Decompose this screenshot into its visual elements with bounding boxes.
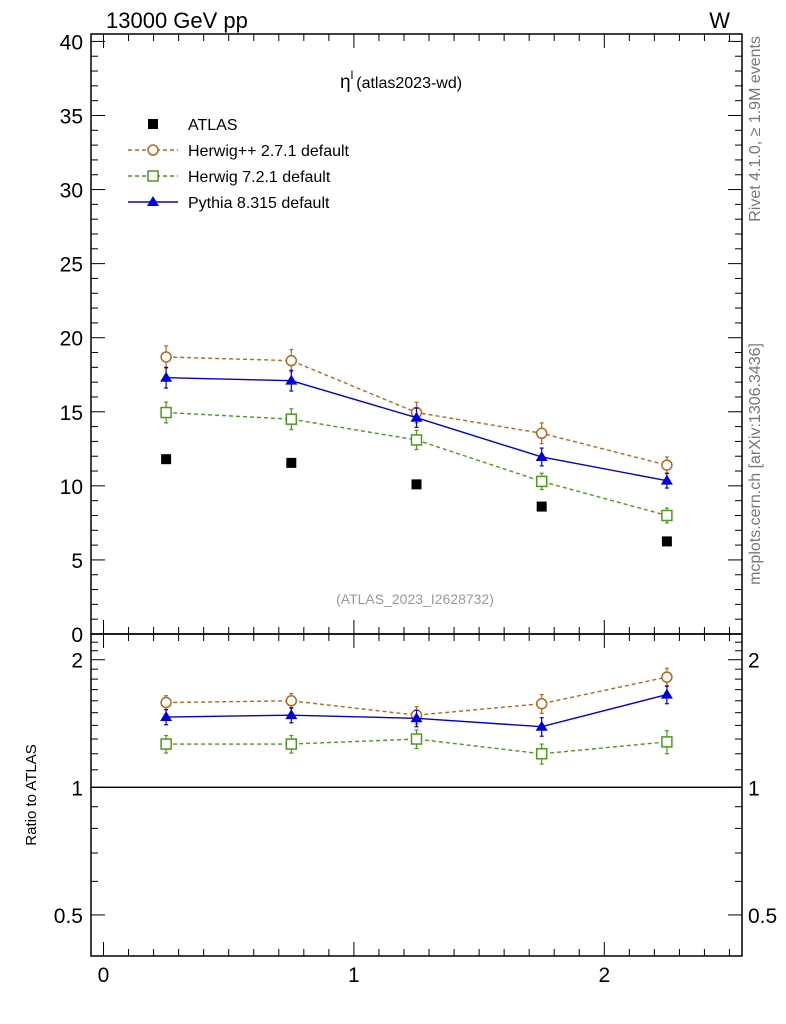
main-y-tick-label: 15 xyxy=(60,402,83,425)
main-y-tick-label: 35 xyxy=(60,105,83,128)
ratio-series-1 xyxy=(160,729,673,765)
mcplots-label: mcplots.cern.ch [arXiv:1306.3436] xyxy=(747,343,764,585)
ratio-plot-frame xyxy=(90,633,743,957)
ratio-data-point xyxy=(285,695,298,707)
main-data-point xyxy=(160,406,172,419)
ratio-y-tick-label: 1 xyxy=(71,777,83,800)
main-data-point xyxy=(661,459,673,471)
main-data-point xyxy=(661,536,672,547)
ratio-y-tick-label-right: 1 xyxy=(748,777,760,800)
main-data-point xyxy=(410,411,423,422)
process-label: W xyxy=(709,8,730,33)
legend-label-herwig7: Herwig 7.2.1 default xyxy=(188,169,331,186)
main-data-point xyxy=(285,413,298,425)
ratio-x-tick-label: 1 xyxy=(348,964,360,987)
ratio-data-point xyxy=(160,696,172,709)
ratio-data-point xyxy=(160,738,172,750)
plot-title-suffix: (atlas2023-wd) xyxy=(356,75,462,92)
main-data-point xyxy=(286,457,297,468)
main-data-point xyxy=(410,434,423,446)
main-series-3 xyxy=(160,366,673,489)
ratio-y-tick-label: 0.5 xyxy=(54,905,83,928)
main-data-point xyxy=(535,475,548,488)
main-series-2 xyxy=(160,401,673,524)
ratio-data-point xyxy=(535,748,548,760)
main-data-point xyxy=(535,427,548,440)
main-data-point xyxy=(661,509,673,522)
ratio-x-tick-label: 0 xyxy=(98,964,110,987)
legend-entry-pythia: Pythia 8.315 default xyxy=(128,195,330,212)
ratio-axis-ticks: 0.5 0.5 1 1 2 2 0 1 2 xyxy=(54,634,777,987)
main-series-line xyxy=(166,377,668,482)
main-series-line xyxy=(166,411,668,517)
main-data-point xyxy=(411,479,422,490)
ratio-data-point xyxy=(660,688,673,699)
main-panel: 0 5 10 15 20 25 30 35 40 ηl (atlas2023-wd) (ATLAS… xyxy=(60,31,743,647)
legend-marker-pythia xyxy=(147,196,159,206)
main-series-0 xyxy=(161,454,672,547)
ratio-y-tick-label: 2 xyxy=(71,650,83,673)
ratio-series-2 xyxy=(160,685,673,737)
main-data-point xyxy=(285,374,298,385)
legend-entry-herwig7: Herwig 7.2.1 default xyxy=(128,169,331,186)
main-y-tick-label: 0 xyxy=(71,624,83,647)
main-y-tick-label: 25 xyxy=(60,254,83,277)
legend-entry-herwigpp: Herwig++ 2.7.1 default xyxy=(128,143,350,160)
ratio-x-tick-label: 2 xyxy=(598,964,610,987)
main-axis-ticks: 0 5 10 15 20 25 30 35 40 xyxy=(60,31,742,647)
energy-label: 13000 GeV pp xyxy=(106,8,248,33)
main-y-tick-label: 5 xyxy=(71,550,83,573)
main-y-tick-label: 40 xyxy=(60,31,83,54)
ratio-data-point xyxy=(160,711,173,722)
plot-title: ηl (atlas2023-wd) xyxy=(340,68,462,93)
main-data-point xyxy=(160,351,172,363)
plot-title-symbol: η xyxy=(340,72,351,93)
ratio-data-point xyxy=(285,709,298,720)
legend-marker-herwigpp xyxy=(147,144,159,156)
main-series-group xyxy=(160,345,673,547)
main-data-point xyxy=(660,474,673,485)
ratio-series-group xyxy=(160,667,673,765)
main-data-point xyxy=(161,454,172,465)
rivet-version-label: Rivet 4.1.0, ≥ 1.9M events xyxy=(747,36,764,222)
main-data-point xyxy=(285,354,298,367)
legend-marker-herwig7 xyxy=(147,170,159,182)
analysis-watermark: (ATLAS_2023_I2628732) xyxy=(336,591,494,607)
ratio-y-tick-label-right: 2 xyxy=(748,650,760,673)
ratio-data-point xyxy=(661,671,673,683)
legend: ATLAS Herwig++ 2.7.1 default Herwig 7.2.… xyxy=(128,117,350,212)
ratio-data-point xyxy=(661,736,673,748)
ratio-data-point xyxy=(535,697,548,710)
ratio-data-point xyxy=(410,733,423,745)
main-y-tick-label: 30 xyxy=(60,180,83,203)
main-data-point xyxy=(160,371,173,382)
legend-label-atlas: ATLAS xyxy=(188,117,238,134)
main-y-tick-label: 20 xyxy=(60,328,83,351)
ratio-y-tick-label-right: 0.5 xyxy=(748,905,777,928)
legend-marker-atlas xyxy=(148,119,158,129)
main-data-point xyxy=(535,450,548,461)
ratio-data-point xyxy=(410,712,423,723)
ratio-data-point xyxy=(285,738,298,750)
legend-label-herwigpp: Herwig++ 2.7.1 default xyxy=(188,143,350,160)
main-y-tick-label: 10 xyxy=(60,476,83,499)
legend-entry-atlas: ATLAS xyxy=(148,117,238,134)
ratio-data-point xyxy=(535,720,548,731)
legend-label-pythia: Pythia 8.315 default xyxy=(188,195,330,212)
plot-title-superscript: l xyxy=(351,68,354,82)
ratio-panel: 0.5 0.5 1 1 2 2 0 1 2 Ratio to ATLAS xyxy=(23,633,777,987)
main-data-point xyxy=(536,501,547,512)
ratio-y-axis-label: Ratio to ATLAS xyxy=(23,744,40,845)
